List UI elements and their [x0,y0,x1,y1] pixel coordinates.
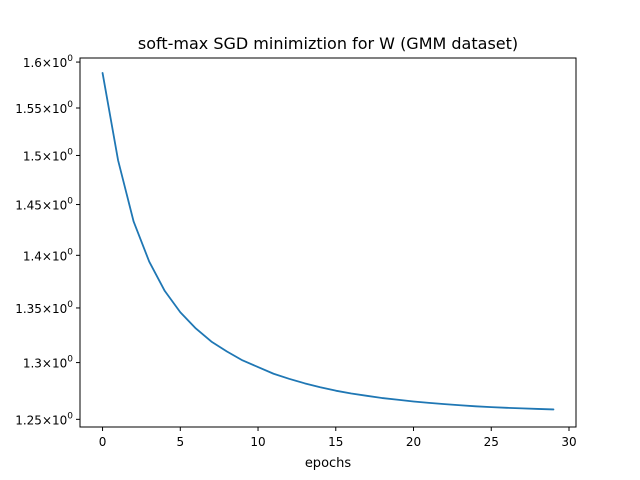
y-tick-label: 1.25×100 [15,411,73,427]
y-tick-label: 1.5×100 [23,147,73,163]
x-tick-label: 5 [176,435,184,449]
series-layer [101,72,555,411]
x-axis-label: epochs [305,456,352,471]
x-tick-label: 10 [250,435,265,449]
y-axis: 1.25×100 1.3×100 1.35×100 1.4×100 1.45×100 1.… [15,54,80,427]
x-tick-label: 25 [484,435,499,449]
x-tick-label: 0 [99,435,107,449]
series-line [101,72,555,411]
x-tick-label: 20 [406,435,421,449]
y-tick-label: 1.4×100 [23,247,73,263]
x-axis: 0 5 10 15 20 25 30 [99,427,577,449]
y-tick-label: 1.3×100 [23,355,73,371]
y-tick-label: 1.6×100 [23,54,73,70]
y-tick-label: 1.35×100 [15,300,73,316]
x-tick-label: 30 [561,435,576,449]
x-tick-label: 15 [328,435,343,449]
plot-frame [79,57,577,428]
plot-background [80,58,576,427]
y-tick-label: 1.55×100 [15,100,73,116]
y-tick-label: 1.45×100 [15,197,73,213]
chart-title: soft-max SGD minimiztion for W (GMM data… [138,34,518,53]
